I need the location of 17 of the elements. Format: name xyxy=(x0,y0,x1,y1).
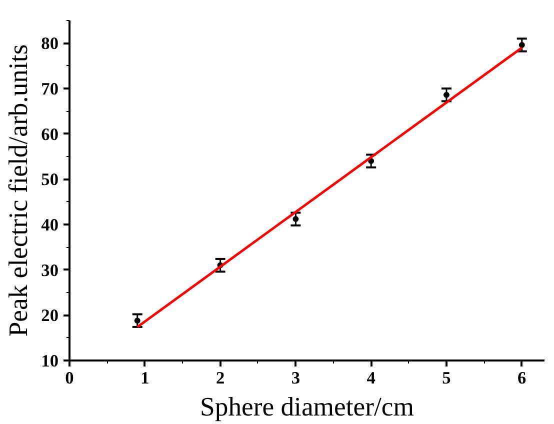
y-tick-label: 60 xyxy=(41,124,58,144)
y-axis-title: Peak electric field/arb.units xyxy=(3,44,34,337)
x-tick-label: 2 xyxy=(216,368,225,388)
x-tick-label: 1 xyxy=(140,368,150,388)
y-tick-label: 70 xyxy=(41,80,58,98)
x-tick-label: 6 xyxy=(518,368,527,388)
y-tick-label: 40 xyxy=(41,216,58,234)
x-tick-label: 3 xyxy=(291,368,300,388)
x-tick-label: 4 xyxy=(366,368,376,388)
y-tick-label: 30 xyxy=(41,260,58,280)
y-tick-label: 80 xyxy=(41,34,58,54)
x-tick-label: 0 xyxy=(65,368,74,388)
x-tick-label: 5 xyxy=(442,368,452,388)
x-axis-title: Sphere diameter/cm xyxy=(200,392,414,422)
y-tick-label: 10 xyxy=(41,352,58,370)
y-tick-label: 50 xyxy=(41,170,58,190)
y-tick-label: 20 xyxy=(41,306,58,326)
